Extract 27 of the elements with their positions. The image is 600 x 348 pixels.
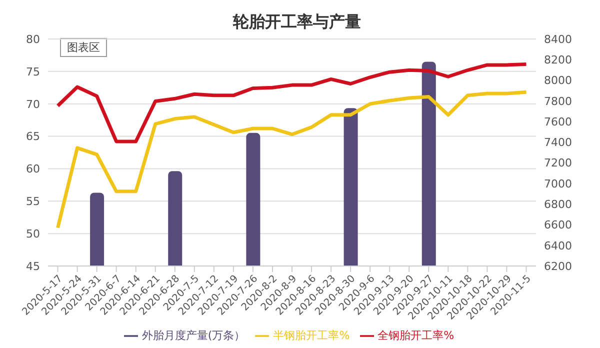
y2-tick-label: 8000 [544, 74, 572, 88]
y-tick-label: 80 [26, 32, 40, 46]
y-tick-label: 50 [26, 227, 40, 240]
y2-tick-label: 7600 [544, 115, 572, 128]
y2-tick-label: 6400 [544, 239, 572, 252]
y-tick-label: 65 [26, 130, 40, 144]
y-tick-label: 55 [26, 195, 40, 208]
y2-tick-label: 6200 [544, 260, 572, 273]
y2-tick-label: 7400 [544, 136, 572, 150]
annotation: 图表区 [60, 38, 107, 57]
chart-title: 轮胎开工率与产量 [232, 11, 362, 33]
legend-label: 外胎月度产量(万条） [142, 329, 246, 342]
y-tick-label: 70 [26, 98, 40, 111]
line-series [56, 90, 528, 230]
y2-tick-label: 7800 [544, 94, 572, 108]
y-tick-label: 75 [26, 65, 40, 78]
y-tick-label: 45 [26, 260, 40, 273]
legend-label: 半钢胎开工率% [273, 329, 350, 342]
line-series [56, 62, 528, 144]
y2-tick-label: 6800 [544, 198, 572, 211]
legend-label: 全钢胎开工率% [378, 329, 454, 342]
y-tick-label: 60 [26, 162, 40, 176]
y2-tick-label: 7000 [544, 177, 572, 190]
y2-tick-label: 6600 [544, 218, 572, 232]
y2-tick-label: 7200 [544, 156, 572, 170]
y2-tick-label: 8400 [544, 32, 572, 46]
y2-tick-label: 8200 [544, 54, 572, 67]
